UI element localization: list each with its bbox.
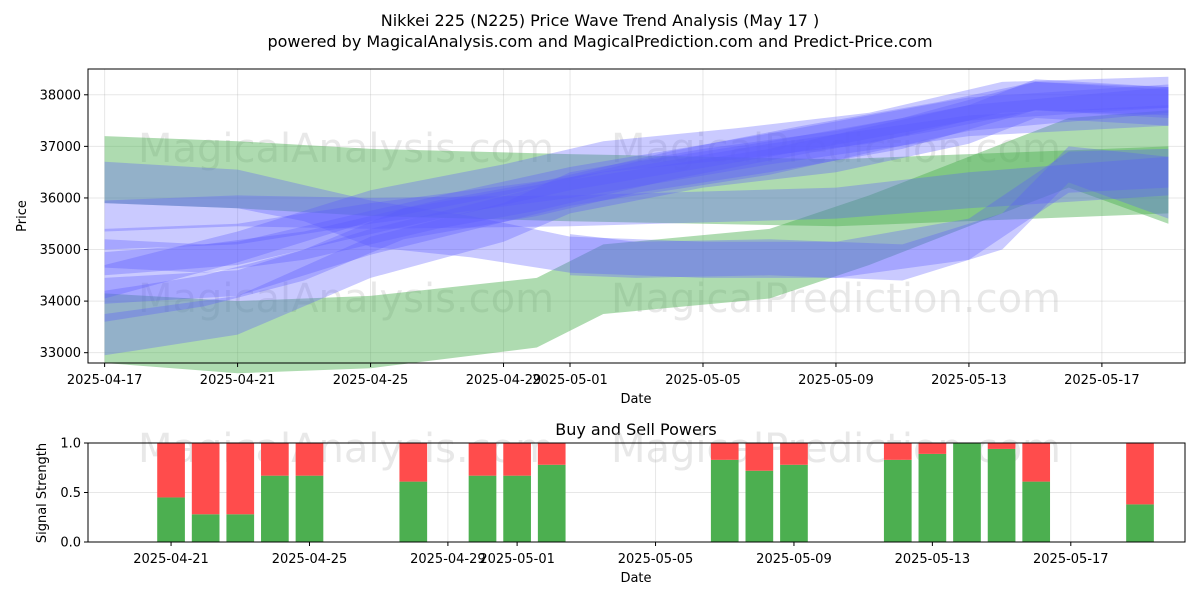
sell-power-bar xyxy=(918,443,947,454)
buy-power-bar xyxy=(537,464,566,542)
signal-x-axis-label: Date xyxy=(620,571,651,586)
price-watermarks: MagicalAnalysis.com MagicalPrediction.com… xyxy=(138,126,1061,322)
price-x-tick-label: 2025-04-21 xyxy=(200,373,276,388)
price-grid xyxy=(88,69,1185,363)
price-y-tick-label: 38000 xyxy=(40,88,81,103)
buy-power-bar xyxy=(710,459,739,542)
watermark-text: MagicalPrediction.com xyxy=(611,426,1061,472)
price-x-axis-label: Date xyxy=(620,392,651,407)
wave-band-blue xyxy=(104,81,1169,273)
sell-power-bar xyxy=(261,443,289,476)
buy-power-bar xyxy=(191,514,220,542)
wave-band-blue xyxy=(104,148,1169,278)
wave-band-blue xyxy=(104,87,1169,304)
wave-band-green xyxy=(104,136,1169,227)
signal-x-tick-label: 2025-05-09 xyxy=(756,552,832,567)
sell-power-bar xyxy=(710,443,739,460)
price-x-tick-label: 2025-05-01 xyxy=(532,373,608,388)
price-plot-frame xyxy=(87,68,1186,364)
signal-chart-title: Buy and Sell Powers xyxy=(555,420,717,439)
sell-power-bar xyxy=(468,443,497,476)
wave-band-blue xyxy=(570,146,1169,281)
price-y-tick-label: 34000 xyxy=(40,295,81,310)
buy-power-bar xyxy=(953,443,981,542)
price-x-ticks: 2025-04-17 2025-04-21 2025-04-25 2025-04-29… xyxy=(67,363,1140,388)
price-panel: MagicalAnalysis.com MagicalPrediction.com… xyxy=(15,68,1186,407)
watermark-text: MagicalAnalysis.com xyxy=(138,126,554,172)
sell-power-bar xyxy=(987,443,1016,449)
wave-band-blue xyxy=(104,81,1169,322)
sell-power-bar xyxy=(226,443,255,515)
sell-power-bar xyxy=(503,443,531,476)
wave-band-green xyxy=(104,110,1169,374)
sell-power-bar xyxy=(157,443,185,498)
watermark-text: MagicalAnalysis.com xyxy=(138,276,554,322)
wave-band-blue xyxy=(104,79,1169,356)
signal-x-tick-label: 2025-05-01 xyxy=(479,552,555,567)
sell-power-bar xyxy=(745,443,774,471)
buy-power-bar xyxy=(918,453,947,542)
price-y-ticks: 33000 34000 35000 36000 37000 38000 xyxy=(40,88,88,361)
price-y-tick-label: 35000 xyxy=(40,243,81,258)
price-x-tick-label: 2025-05-05 xyxy=(665,373,741,388)
buy-power-bar xyxy=(157,497,185,542)
signal-y-tick-label: 0.0 xyxy=(60,536,81,551)
sell-power-bar xyxy=(399,443,428,482)
price-x-tick-label: 2025-05-17 xyxy=(1064,373,1140,388)
buy-power-bar xyxy=(780,464,808,542)
buy-power-bar xyxy=(1022,481,1051,542)
price-y-tick-label: 36000 xyxy=(40,191,81,206)
price-x-tick-label: 2025-05-13 xyxy=(931,373,1007,388)
sell-power-bar xyxy=(883,443,912,460)
wave-band-blue xyxy=(104,105,1169,250)
signal-y-ticks: 0.0 0.5 1.0 xyxy=(60,437,88,551)
price-bands xyxy=(104,76,1169,374)
buy-power-bar xyxy=(1126,504,1154,542)
buy-power-bar xyxy=(503,475,531,542)
sell-power-bar xyxy=(780,443,808,465)
price-x-tick-label: 2025-04-25 xyxy=(333,373,409,388)
signal-y-tick-label: 1.0 xyxy=(60,437,81,452)
wave-band-blue xyxy=(104,156,1169,232)
signal-y-tick-label: 0.5 xyxy=(60,486,81,501)
buy-power-bar xyxy=(987,448,1016,542)
signal-x-tick-label: 2025-05-05 xyxy=(618,552,694,567)
sell-power-bar xyxy=(191,443,220,515)
wave-band-blue xyxy=(104,84,1169,276)
buy-power-bar xyxy=(295,475,324,542)
signal-panel: Buy and Sell Powers MagicalAnalysis.com M… xyxy=(35,420,1186,586)
price-x-tick-label: 2025-04-29 xyxy=(466,373,542,388)
signal-y-axis-label: Signal Strength xyxy=(35,443,50,543)
buy-power-bar xyxy=(883,459,912,542)
buy-power-bar xyxy=(399,481,428,542)
signal-x-tick-label: 2025-04-25 xyxy=(272,552,348,567)
buy-power-bar xyxy=(745,470,774,542)
signal-x-tick-label: 2025-05-17 xyxy=(1033,552,1109,567)
signal-x-tick-label: 2025-05-13 xyxy=(895,552,971,567)
signal-x-tick-label: 2025-04-21 xyxy=(133,552,209,567)
watermark-text: MagicalPrediction.com xyxy=(611,276,1061,322)
sell-power-bar xyxy=(295,443,324,476)
signal-bars xyxy=(157,443,1154,542)
sell-power-bar xyxy=(1126,443,1154,505)
signal-x-ticks: 2025-04-21 2025-04-25 2025-04-292025-05-01… xyxy=(133,542,1109,567)
sell-power-bar xyxy=(537,443,566,465)
chart-title: Nikkei 225 (N225) Price Wave Trend Analy… xyxy=(381,11,820,30)
price-x-tick-label: 2025-04-17 xyxy=(67,373,143,388)
sell-power-bar xyxy=(1022,443,1051,482)
watermark-text: MagicalPrediction.com xyxy=(611,126,1061,172)
buy-power-bar xyxy=(226,514,255,542)
buy-power-bar xyxy=(261,475,289,542)
chart-subtitle: powered by MagicalAnalysis.com and Magic… xyxy=(267,32,932,51)
price-y-tick-label: 37000 xyxy=(40,140,81,155)
signal-x-tick-label: 2025-04-29 xyxy=(410,552,486,567)
price-x-tick-label: 2025-05-09 xyxy=(798,373,874,388)
buy-power-bar xyxy=(468,475,497,542)
price-y-axis-label: Price xyxy=(15,200,30,232)
wave-band-blue xyxy=(104,76,1169,299)
price-y-tick-label: 33000 xyxy=(40,346,81,361)
